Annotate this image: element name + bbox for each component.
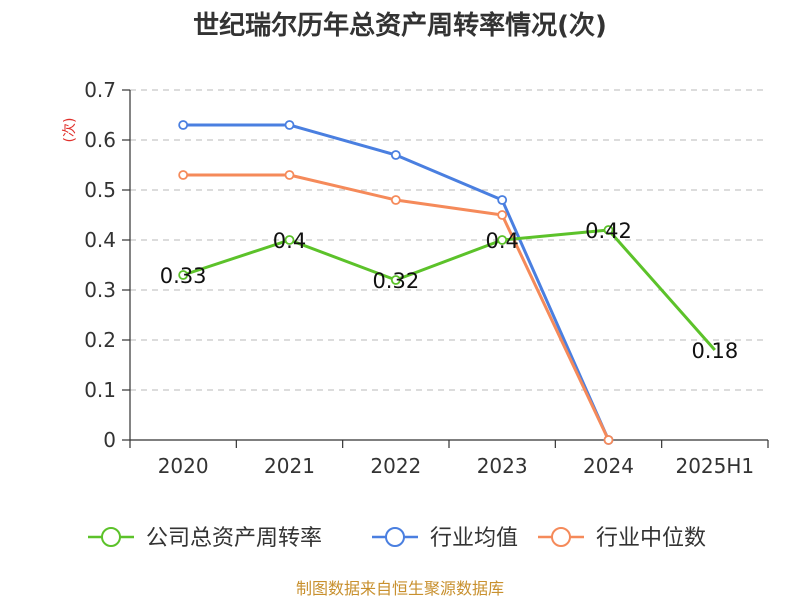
series-line: [182, 228, 716, 351]
y-tick-label: 0.5: [84, 178, 116, 202]
y-axis-unit-label: (次): [62, 118, 78, 143]
data-point[interactable]: [284, 235, 295, 245]
gridlines: [130, 89, 768, 391]
legend[interactable]: 公司总资产周转率 行业均值 行业中位数: [88, 526, 706, 551]
y-tick-label: 0.3: [84, 278, 116, 302]
data-point[interactable]: [390, 275, 401, 285]
y-tick-label: 0.2: [84, 328, 116, 352]
legend-item[interactable]: 公司总资产周转率: [88, 526, 322, 551]
data-point[interactable]: [178, 270, 189, 280]
chart-title: 世纪瑞尔历年总资产周转率情况(次): [193, 10, 607, 41]
y-tick-label: 0.4: [84, 228, 116, 252]
data-point[interactable]: [284, 120, 295, 130]
data-point[interactable]: [497, 195, 508, 205]
data-label: 0.4: [273, 229, 306, 253]
data-point[interactable]: [603, 225, 614, 235]
series-line: [183, 173, 610, 441]
legend-item[interactable]: 行业均值: [372, 526, 518, 551]
data-label: 0.4: [485, 229, 518, 253]
data-point[interactable]: [497, 210, 508, 220]
data-label: 0.33: [160, 264, 207, 288]
data-point[interactable]: [603, 435, 614, 445]
legend-label: 公司总资产周转率: [146, 526, 322, 551]
data-label: 0.32: [372, 269, 419, 293]
x-tick-label: 2021: [264, 454, 315, 478]
data-label: 0.18: [691, 339, 738, 363]
data-labels: 0.33 0.4 0.32 0.4 0.42 0.18: [160, 219, 738, 363]
axes: 0 0.1 0.2 0.3 0.4 0.5 0.6 0.7 2020 2021 2022 2023 20…: [84, 78, 769, 478]
data-label: 0.42: [585, 219, 632, 243]
data-point[interactable]: [390, 195, 401, 205]
legend-marker: [101, 527, 121, 547]
data-point[interactable]: [390, 150, 401, 160]
legend-marker: [385, 527, 405, 547]
data-point[interactable]: [284, 170, 295, 180]
source-note: 制图数据来自恒生聚源数据库: [296, 579, 504, 598]
x-tick-label: 2022: [370, 454, 421, 478]
series-lines: [178, 120, 716, 445]
y-tick-label: 0: [103, 428, 116, 452]
y-tick-label: 0.7: [84, 78, 116, 102]
legend-marker: [551, 527, 571, 547]
y-tick-label: 0.1: [84, 378, 116, 402]
x-tick-label: 2023: [477, 454, 528, 478]
x-tick-label: 2025H1: [675, 454, 754, 478]
data-point[interactable]: [497, 235, 508, 245]
legend-label: 行业中位数: [596, 526, 706, 551]
x-tick-label: 2020: [158, 454, 209, 478]
legend-label: 行业均值: [430, 526, 518, 551]
data-point[interactable]: [178, 120, 189, 130]
legend-item[interactable]: 行业中位数: [538, 526, 706, 551]
y-tick-label: 0.6: [84, 128, 116, 152]
data-point[interactable]: [178, 170, 189, 180]
x-tick-label: 2024: [583, 454, 634, 478]
